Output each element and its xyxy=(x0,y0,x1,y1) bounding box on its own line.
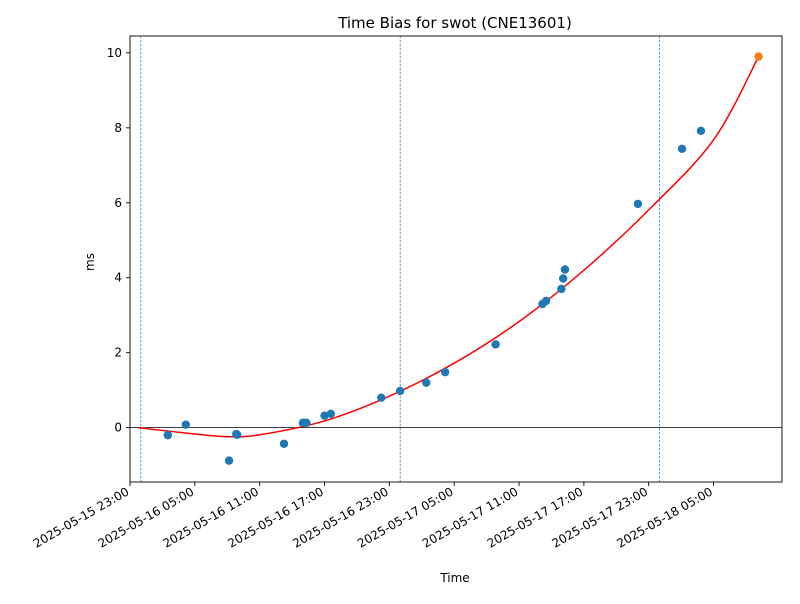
data-point xyxy=(232,430,242,439)
data-point xyxy=(491,340,500,349)
data-point xyxy=(696,126,706,136)
y-tick-label: 0 xyxy=(114,421,122,435)
y-tick-label: 6 xyxy=(114,196,122,210)
y-axis-label: ms xyxy=(83,253,97,271)
data-point xyxy=(320,411,329,420)
data-point xyxy=(279,439,289,448)
plot-frame xyxy=(129,35,783,483)
y-tick-label: 8 xyxy=(114,121,122,135)
data-point xyxy=(560,265,570,274)
y-tick-label: 10 xyxy=(107,46,122,60)
data-point xyxy=(677,144,687,154)
data-point xyxy=(422,378,431,387)
y-tick-label: 4 xyxy=(114,271,122,285)
latest-data-point xyxy=(754,52,763,61)
data-point xyxy=(558,274,568,283)
data-point xyxy=(181,420,191,429)
data-point xyxy=(440,367,450,377)
data-point xyxy=(541,296,551,306)
data-point xyxy=(557,284,566,294)
x-axis-label: Time xyxy=(439,571,469,585)
data-point xyxy=(633,199,643,209)
y-tick-label: 2 xyxy=(114,346,122,360)
data-point xyxy=(326,409,336,418)
data-point xyxy=(224,456,234,465)
data-point xyxy=(302,418,311,427)
fit-curve-line xyxy=(138,56,760,438)
chart-title: Time Bias for swot (CNE13601) xyxy=(337,14,572,32)
data-point xyxy=(395,386,405,396)
data-point xyxy=(163,430,173,440)
data-point xyxy=(377,393,386,402)
